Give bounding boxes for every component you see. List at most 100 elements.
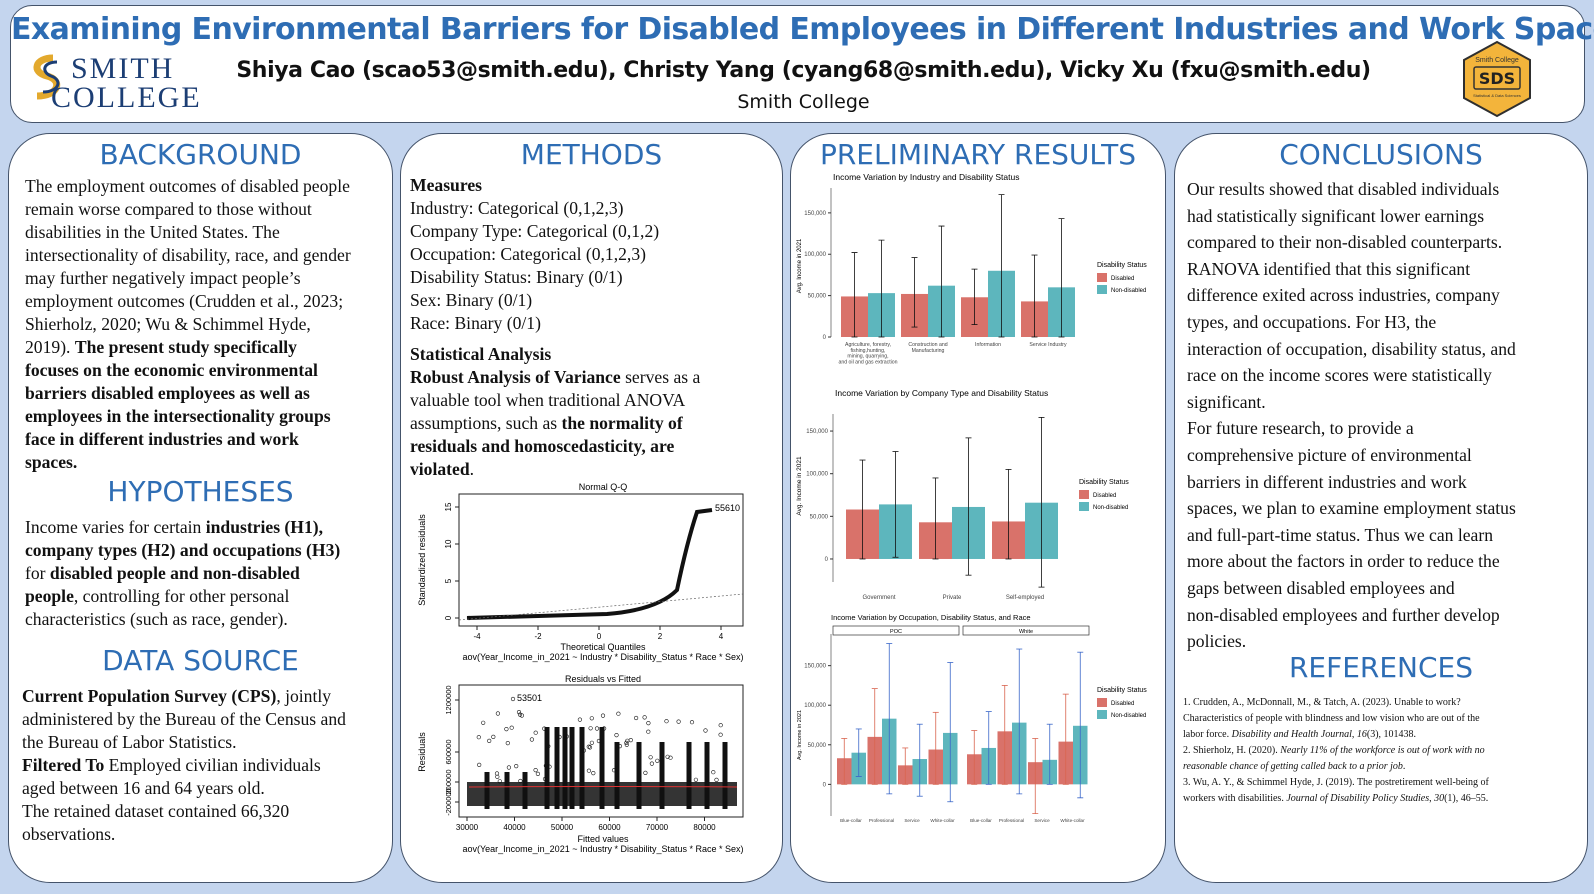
bg-line: barriers disabled employees as well as: [25, 383, 310, 403]
rvf-point: [533, 767, 538, 773]
rvf-point: [616, 711, 621, 716]
residuals-plot: Residuals vs Fitted 30000 40000 50000 60000…: [417, 674, 744, 854]
category-label: Government: [862, 595, 895, 601]
category-label: mining, quarrying,: [847, 354, 888, 360]
conclusions-panel: CONCLUSIONS Our results showed that disa…: [1174, 133, 1588, 883]
data-source-heading: DATA SOURCE: [102, 644, 299, 677]
rvf-title: Residuals vs Fitted: [565, 674, 641, 684]
rvf-point-label: 53501: [517, 693, 542, 703]
category-label: White-collar: [930, 818, 955, 823]
rvf-point: [718, 723, 723, 728]
facet-label: POC: [890, 629, 902, 635]
rvf-point: [664, 719, 669, 724]
legend-label: Non-disabled: [1111, 713, 1146, 719]
conclusion-line: barriers in different industries and wor…: [1187, 471, 1467, 492]
rvf-point: [476, 735, 481, 740]
rvf-point: [497, 779, 502, 784]
rvf-xtick: 70000: [646, 823, 669, 832]
conclusion-line: interaction of occupation, disability st…: [1187, 338, 1516, 359]
smith-college-logo: SMITH COLLEGE: [19, 48, 209, 116]
qq-plot: Normal Q-Q -4 -2 0 2 4 0 5 10 15 55610 Standardi…: [417, 482, 744, 662]
authors: Shiya Cao (scao53@smith.edu), Christy Ya…: [236, 58, 1371, 83]
rvf-ylabel: Residuals: [417, 732, 427, 772]
rvf-caption: aov(Year_Income_in_2021 ~ Industry * Dis…: [462, 844, 743, 854]
legend-label: Disabled: [1093, 493, 1116, 499]
bg-line: The employment outcomes of disabled peop…: [25, 176, 350, 196]
rvf-column: [686, 742, 692, 809]
bg-line: intersectionality of disability, race, a…: [25, 245, 351, 265]
rvf-point: [517, 712, 523, 717]
smith-seal-icon: [33, 54, 61, 100]
sds-mid-text: SDS: [1479, 69, 1515, 88]
rvf-ytick: -200000: [444, 788, 453, 816]
reference-item: 3. Wu, A. Y., & Schimmel Hyde, J. (2019)…: [1183, 777, 1489, 788]
hypotheses-text: Income varies for certain industries (H1…: [25, 517, 341, 629]
category-label: Self-employed: [1006, 595, 1044, 601]
rvf-point: [642, 715, 647, 720]
ytick-label: 0: [825, 557, 829, 563]
rvf-ytick: 1200000: [444, 685, 453, 714]
bg-line: focuses on the economic environmental: [25, 360, 318, 380]
results-heading: PRELIMINARY RESULTS: [819, 138, 1137, 171]
qq-xtick: 0: [597, 632, 602, 641]
references-heading: REFERENCES: [1288, 651, 1474, 684]
legend-title: Disability Status: [1097, 687, 1147, 694]
legend-label: Non-disabled: [1093, 505, 1128, 511]
logo-line1: SMITH: [71, 52, 175, 85]
rvf-xtick: 80000: [693, 823, 716, 832]
legend-swatch-nondisabled: [1097, 285, 1107, 294]
chart-ylabel: Avg. Income in 2021: [797, 710, 803, 760]
methods-panel: METHODS Measures Industry: Categorical (…: [400, 133, 783, 883]
rvf-column: [562, 727, 568, 809]
rvf-point: [491, 734, 496, 740]
category-label: fishing,hunting,: [851, 348, 886, 354]
conclusion-line: more about the factors in order to reduc…: [1187, 551, 1500, 572]
ytick-label: 100,000: [806, 472, 828, 478]
rvf-point: [581, 748, 586, 753]
rvf-point: [655, 758, 660, 763]
conclusion-line: significant.: [1187, 391, 1266, 412]
qq-xtick: 4: [719, 632, 724, 641]
rvf-xtick: 30000: [456, 823, 479, 832]
qq-ytick: 15: [444, 502, 453, 511]
rvf-point: [628, 737, 633, 743]
ytick-label: 0: [823, 335, 827, 341]
ytick-label: 100,000: [804, 252, 826, 258]
qq-xtick: -2: [534, 632, 542, 641]
rvf-point: [577, 717, 582, 722]
rvf-point: [624, 740, 629, 745]
rvf-outlier: [510, 696, 516, 702]
references-list: 1. Crudden, A., McDonnall, M., & Tatch, …: [1183, 695, 1585, 807]
rvf-column: [579, 727, 585, 809]
category-label: Construction and: [908, 342, 947, 348]
rvf-point: [481, 720, 486, 725]
rvf-point: [518, 778, 523, 784]
rvf-point: [535, 771, 540, 776]
occupation-chart: Income Variation by Occupation, Disabili…: [797, 613, 1147, 823]
conclusion-line: difference exited across industries, com…: [1187, 285, 1500, 306]
rvf-xlabel: Fitted values: [577, 834, 629, 844]
conclusions-heading: CONCLUSIONS: [1279, 138, 1483, 171]
conclusion-line: Our results showed that disabled individ…: [1187, 179, 1500, 199]
legend-label: Non-disabled: [1111, 288, 1146, 294]
rvf-point: [676, 719, 681, 724]
rvf-column: [614, 742, 620, 809]
bg-line: remain worse compared to those without: [25, 199, 312, 219]
background-text: The employment outcomes of disabled peop…: [25, 175, 392, 474]
qq-ytick: 5: [444, 578, 453, 583]
rvf-point: [614, 732, 619, 738]
category-label: Professional: [869, 818, 894, 823]
chart-ylabel: Avg. Income in 2021: [796, 456, 803, 516]
bg-line: employment outcomes (Crudden et al., 202…: [25, 291, 344, 311]
rvf-point: [617, 743, 622, 749]
ytick-label: 0: [823, 782, 827, 788]
conclusion-line: race on the income scores were statistic…: [1187, 365, 1492, 386]
qq-ylabel: Standardized residuals: [417, 514, 427, 606]
data-source-text: Current Population Survey (CPS), jointly…: [22, 686, 346, 844]
conclusion-line: RANOVA identified that this significant: [1187, 258, 1471, 279]
conclusion-line: types, and occupations. For H3, the: [1187, 311, 1437, 332]
conclusion-line: spaces, we plan to examine employment st…: [1187, 498, 1516, 519]
reference-item: 2. Shierholz, H. (2020). Nearly 11% of t…: [1183, 745, 1485, 756]
category-label: Manufacturing: [912, 348, 945, 354]
facet-label: White: [1019, 629, 1033, 635]
